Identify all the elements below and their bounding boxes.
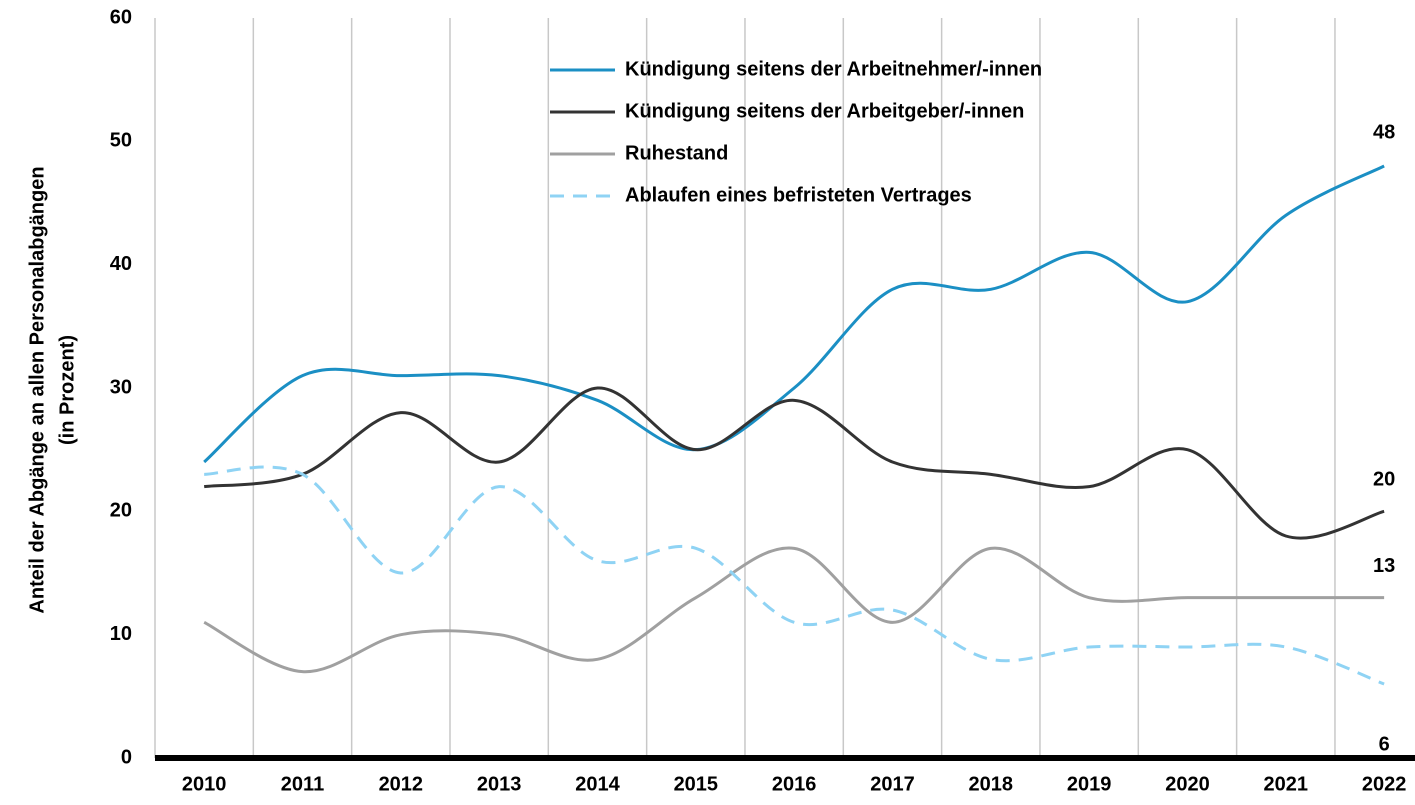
legend-label: Ablaufen eines befristeten Vertrages xyxy=(625,184,972,206)
x-tick-label: 2012 xyxy=(379,773,424,795)
value-label: 48 xyxy=(1373,121,1395,143)
series-line xyxy=(203,386,1385,540)
x-tick-label: 2022 xyxy=(1362,773,1407,795)
legend-label: Kündigung seitens der Arbeitnehmer/-inne… xyxy=(625,58,1042,80)
x-tick-label: 2015 xyxy=(674,773,719,795)
value-label: 13 xyxy=(1373,555,1395,577)
x-tick-label: 2017 xyxy=(870,773,915,795)
y-tick-label: 50 xyxy=(110,130,132,152)
y-axis-title: Anteil der Abgänge an allen Personalabgä… xyxy=(26,166,48,613)
series-line xyxy=(203,546,1385,674)
y-tick-label: 60 xyxy=(110,6,132,28)
y-tick-label: 30 xyxy=(110,376,132,398)
x-tick-label: 2021 xyxy=(1264,773,1309,795)
y-axis-title: (in Prozent) xyxy=(56,335,78,445)
x-tick-label: 2020 xyxy=(1165,773,1210,795)
x-tick-label: 2013 xyxy=(477,773,522,795)
legend-label: Ruhestand xyxy=(625,142,728,164)
y-tick-label: 10 xyxy=(110,623,132,645)
value-label: 6 xyxy=(1379,733,1390,755)
series-line xyxy=(203,164,1385,464)
x-tick-label: 2019 xyxy=(1067,773,1112,795)
x-tick-label: 2018 xyxy=(969,773,1014,795)
legend-label: Kündigung seitens der Arbeitgeber/-innen xyxy=(625,100,1024,122)
series-line xyxy=(204,465,1385,686)
value-label: 20 xyxy=(1373,469,1395,491)
x-tick-label: 2010 xyxy=(182,773,227,795)
y-tick-label: 20 xyxy=(110,500,132,522)
y-tick-label: 40 xyxy=(110,253,132,275)
x-tick-label: 2011 xyxy=(281,773,324,795)
y-tick-label: 0 xyxy=(121,746,132,768)
x-tick-label: 2014 xyxy=(575,773,620,795)
x-tick-label: 2016 xyxy=(772,773,817,795)
